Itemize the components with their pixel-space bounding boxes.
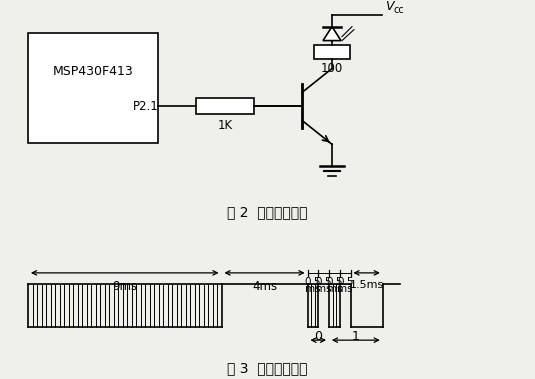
Text: 1: 1 <box>352 330 360 343</box>
Bar <box>314 45 350 58</box>
Text: 4ms: 4ms <box>252 280 277 293</box>
Bar <box>196 99 254 114</box>
Text: 图 3  红外发射波形: 图 3 红外发射波形 <box>227 361 307 375</box>
Text: 0.5: 0.5 <box>315 277 332 287</box>
Text: ms: ms <box>326 284 342 294</box>
Text: 图 2  红外发射电路: 图 2 红外发射电路 <box>227 205 307 219</box>
Text: 9ms: 9ms <box>112 280 137 293</box>
Text: 1K: 1K <box>217 119 233 132</box>
Bar <box>28 33 158 143</box>
Text: 100: 100 <box>321 61 343 75</box>
Text: cc: cc <box>394 5 405 15</box>
Text: P2.1: P2.1 <box>133 100 159 113</box>
Polygon shape <box>323 27 341 41</box>
Text: 1.5ms: 1.5ms <box>349 280 384 290</box>
Text: 0.5: 0.5 <box>304 277 321 287</box>
Text: 0.5: 0.5 <box>337 277 354 287</box>
Text: ms: ms <box>305 284 320 294</box>
Text: ms: ms <box>337 284 353 294</box>
Text: 0.5: 0.5 <box>326 277 342 287</box>
Text: 0: 0 <box>314 330 322 343</box>
Text: MSP430F413: MSP430F413 <box>52 65 133 78</box>
Text: V: V <box>385 0 394 13</box>
Text: ms: ms <box>316 284 332 294</box>
